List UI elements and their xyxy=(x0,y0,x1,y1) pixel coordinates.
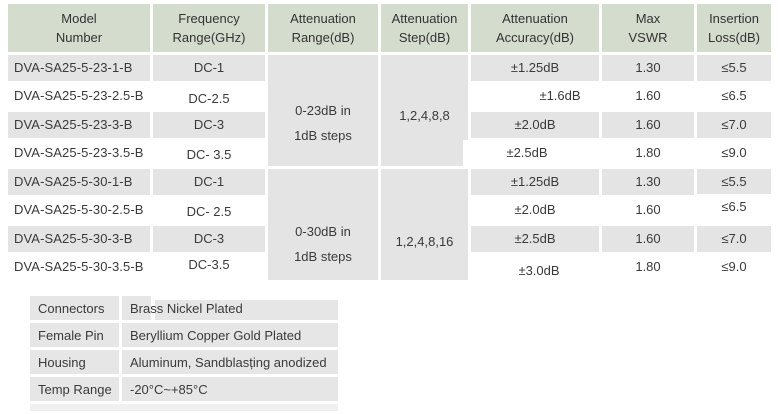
spec-table: Model Number Frequency Range(GHz) Attenu… xyxy=(8,4,771,284)
frequency-cell: DC- 2.5 xyxy=(153,199,265,225)
accuracy-cell: ±1.6dB xyxy=(496,83,624,109)
property-value: Brass Nickel Plated xyxy=(122,296,338,320)
frequency-cell: DC-2.5 xyxy=(153,86,265,112)
model-cell: DVA-SA25-5-23-1-B xyxy=(8,54,150,81)
model-cell: DVA-SA25-5-23-3-B xyxy=(8,111,150,138)
model-cell: DVA-SA25-5-23-2.5-B xyxy=(8,83,150,109)
insertion-loss-cell: ≤6.5 xyxy=(697,194,771,220)
frequency-cell: DC-1 xyxy=(153,168,265,195)
property-label: Female Pin xyxy=(30,323,119,347)
property-value-text: Brass Nickel Plated xyxy=(130,300,243,316)
accuracy-cell: ±2.5dB xyxy=(463,140,591,166)
model-cell: DVA-SA25-5-30-3-B xyxy=(8,225,150,252)
col-header-attenuation-accuracy: Attenuation Accuracy(dB) xyxy=(471,4,599,52)
col-header-attenuation-range: Attenuation Range(dB) xyxy=(268,4,378,52)
insertion-loss-cell: ≤7.0 xyxy=(697,225,771,252)
accuracy-cell: ±2.5dB xyxy=(471,225,599,252)
vswr-cell: 1.60 xyxy=(602,197,694,223)
col-header-frequency-range: Frequency Range(GHz) xyxy=(153,4,265,52)
accuracy-cell: ±2.0dB xyxy=(471,111,599,138)
properties-table: Connectors Brass Nickel Plated Female Pi… xyxy=(30,296,338,401)
insertion-loss-cell: ≤7.0 xyxy=(697,111,771,138)
insertion-loss-cell: ≤9.0 xyxy=(697,254,771,280)
accuracy-cell: ±1.25dB xyxy=(471,168,599,195)
accuracy-cell: ±3.0dB xyxy=(475,258,603,284)
insertion-loss-cell: ≤5.5 xyxy=(697,54,771,81)
vswr-cell: 1.80 xyxy=(602,254,694,280)
frequency-cell: DC- 3.5 xyxy=(153,142,265,168)
property-value: Aluminum, Sandblasțing anodized xyxy=(122,350,338,374)
model-cell: DVA-SA25-5-30-3.5-B xyxy=(8,254,150,280)
model-cell: DVA-SA25-5-30-1-B xyxy=(8,168,150,195)
table-edge-artifact xyxy=(30,404,338,411)
property-label: Connectors xyxy=(30,296,119,320)
property-value: Beryllium Copper Gold Plated xyxy=(122,323,338,347)
accuracy-cell: ±1.25dB xyxy=(471,54,599,81)
col-header-model-number: Model Number xyxy=(8,4,150,52)
insertion-loss-cell: ≤6.5 xyxy=(697,83,771,109)
col-header-insertion-loss: Insertion Loss(dB) xyxy=(697,4,771,52)
attenuation-step-group2-cell: 1,2,4,8,16 xyxy=(381,168,468,280)
model-cell: DVA-SA25-5-23-3.5-B xyxy=(8,140,150,166)
col-header-max-vswr: Max VSWR xyxy=(602,4,694,52)
attenuation-step-group1-cell: 1,2,4,8,8 xyxy=(381,54,468,166)
attenuation-range-group2-cell: 0-30dB in 1dB steps xyxy=(268,168,378,280)
property-label: Temp Range xyxy=(30,377,119,401)
vswr-cell: 1.60 xyxy=(602,225,694,252)
insertion-loss-cell: ≤5.5 xyxy=(697,168,771,195)
frequency-cell: DC-3 xyxy=(153,225,265,252)
vswr-cell: 1.30 xyxy=(602,54,694,81)
model-cell: DVA-SA25-5-30-2.5-B xyxy=(8,197,150,223)
accuracy-cell: ±2.0dB xyxy=(471,197,599,223)
vswr-cell: 1.80 xyxy=(602,140,694,166)
frequency-cell: DC-3.5 xyxy=(153,252,265,278)
frequency-cell: DC-1 xyxy=(153,54,265,81)
frequency-cell: DC-3 xyxy=(153,111,265,138)
col-header-attenuation-step: Attenuation Step(dB) xyxy=(381,4,468,52)
vswr-cell: 1.60 xyxy=(602,111,694,138)
attenuation-range-group1-cell: 0-23dB in 1dB steps xyxy=(268,54,378,166)
property-label: Housing xyxy=(30,350,119,374)
insertion-loss-cell: ≤9.0 xyxy=(697,140,771,166)
vswr-cell: 1.30 xyxy=(602,168,694,195)
property-value: -20°C~+85°C xyxy=(122,377,338,401)
